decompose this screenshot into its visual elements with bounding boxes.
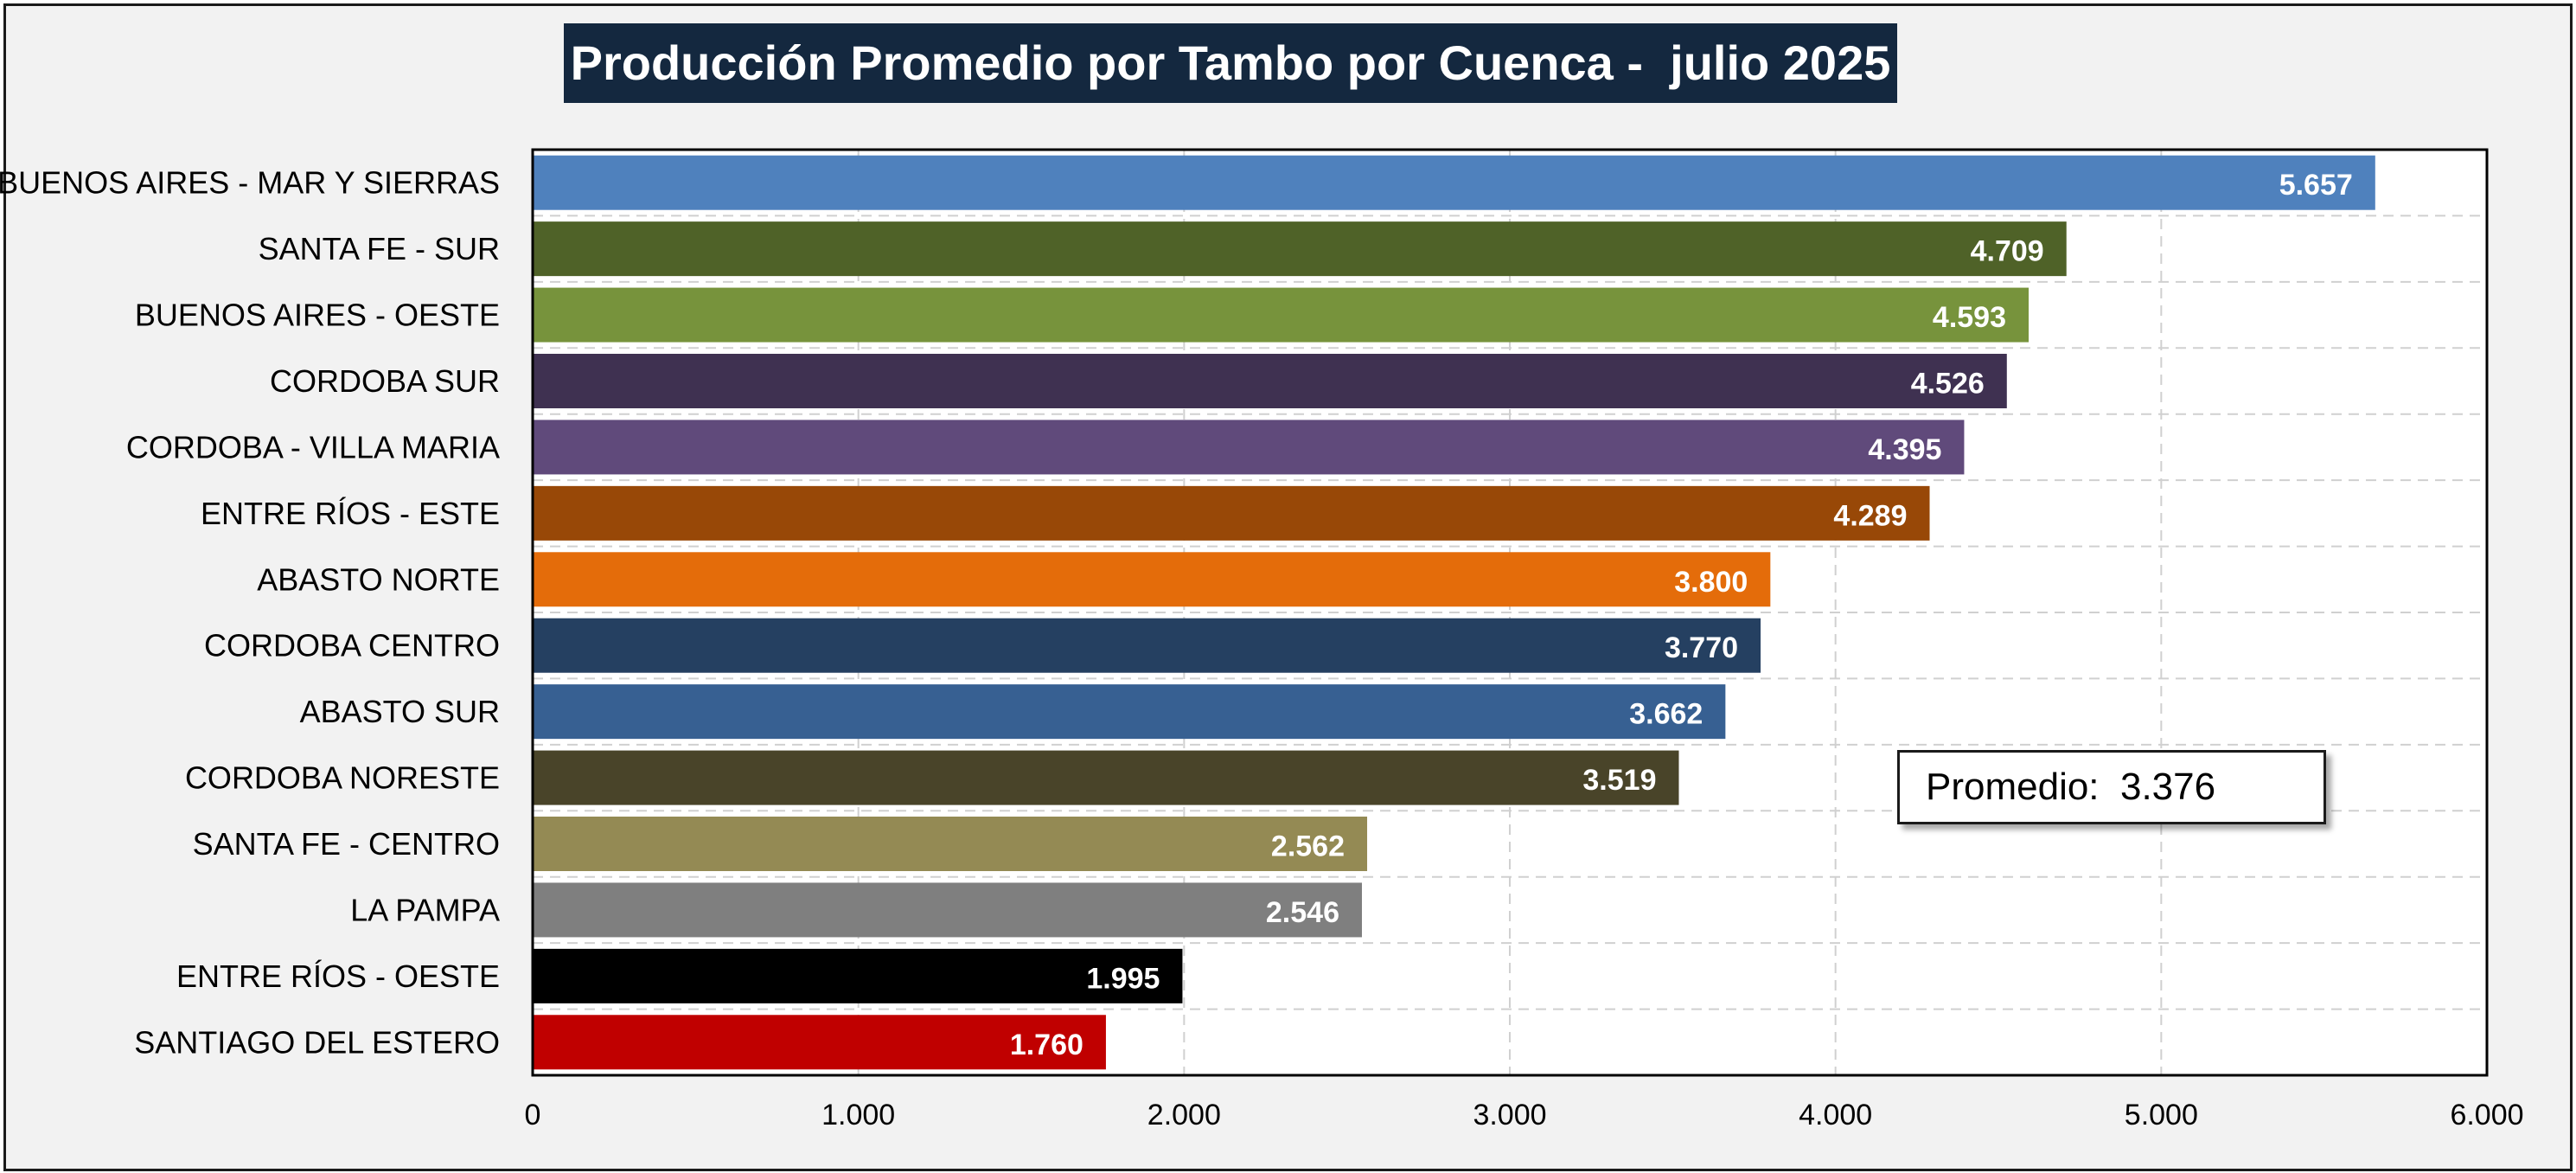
value-label: 1.760 — [1010, 1029, 1083, 1061]
category-label: CORDOBA NORESTE — [185, 760, 500, 796]
category-label: BUENOS AIRES - MAR Y SIERRAS — [0, 165, 500, 201]
value-label: 4.593 — [1933, 301, 2006, 334]
category-label: ENTRE RÍOS - OESTE — [176, 958, 500, 994]
x-tick-label: 1.000 — [821, 1099, 895, 1131]
category-label: ENTRE RÍOS - ESTE — [201, 496, 500, 531]
value-label: 3.662 — [1629, 698, 1703, 731]
category-label: ABASTO SUR — [300, 694, 500, 729]
category-label: SANTA FE - SUR — [259, 231, 500, 266]
value-label: 4.526 — [1911, 368, 1985, 401]
bar — [533, 354, 2007, 408]
bar — [533, 948, 1183, 1003]
bar — [533, 684, 1726, 740]
bar — [533, 618, 1761, 673]
value-label: 4.709 — [1971, 235, 2044, 268]
category-label: SANTIAGO DEL ESTERO — [134, 1024, 500, 1060]
x-tick-label: 0 — [525, 1099, 541, 1131]
bar — [533, 552, 1771, 607]
chart-title: Producción Promedio por Tambo por Cuenca… — [564, 23, 1897, 103]
bar — [533, 287, 2029, 343]
value-label: 4.395 — [1868, 433, 1941, 466]
bar — [533, 750, 1679, 805]
category-label: CORDOBA CENTRO — [204, 628, 500, 663]
category-label: ABASTO NORTE — [257, 561, 500, 597]
average-annotation: Promedio: 3.376 — [1897, 750, 2326, 824]
category-label: CORDOBA SUR — [270, 363, 500, 399]
bar — [533, 817, 1368, 871]
category-label: SANTA FE - CENTRO — [193, 826, 500, 862]
bar — [533, 221, 2067, 277]
bar — [533, 420, 1965, 475]
bar — [533, 1015, 1106, 1070]
value-label: 3.800 — [1674, 566, 1748, 599]
value-label: 3.770 — [1665, 631, 1738, 664]
bar — [533, 485, 1930, 541]
value-label: 1.995 — [1086, 962, 1160, 995]
bar — [533, 882, 1362, 938]
value-label: 3.519 — [1582, 764, 1656, 797]
value-label: 5.657 — [2279, 169, 2353, 202]
x-tick-label: 5.000 — [2125, 1099, 2198, 1131]
x-tick-label: 2.000 — [1147, 1099, 1221, 1131]
x-tick-label: 4.000 — [1799, 1099, 1872, 1131]
value-label: 4.289 — [1833, 499, 1907, 532]
plot-border — [531, 148, 2489, 1077]
value-label: 2.562 — [1271, 830, 1345, 863]
x-tick-label: 3.000 — [1473, 1099, 1546, 1131]
value-label: 2.546 — [1266, 896, 1339, 929]
x-tick-label: 6.000 — [2450, 1099, 2523, 1131]
bar — [533, 155, 2375, 210]
category-label: LA PAMPA — [350, 892, 500, 927]
category-label: BUENOS AIRES - OESTE — [135, 298, 500, 333]
category-label: CORDOBA - VILLA MARIA — [126, 429, 500, 465]
